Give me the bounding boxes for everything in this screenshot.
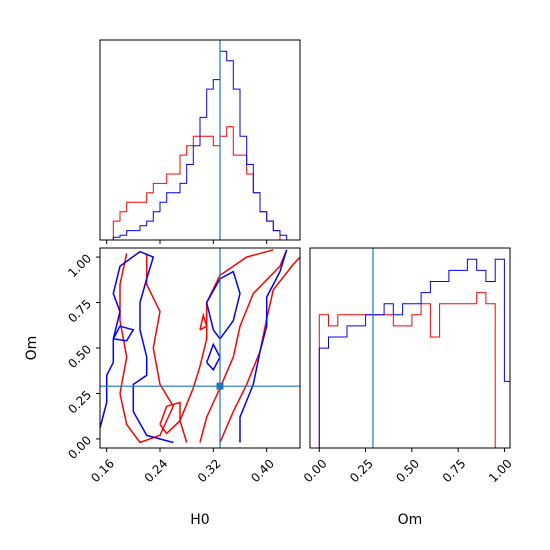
h0-histogram-frame	[99, 39, 301, 241]
om-histogram-panel: 0.00 0.25 0.50 0.75 1.00 Om	[301, 247, 515, 528]
x-tick-label: 0.25	[347, 456, 376, 485]
x-tick-label: 0.50	[393, 456, 422, 485]
contours	[99, 249, 301, 444]
scatter-ticks: 0.16 0.24 0.32 0.40 0.00 0.25 0.50 0.75 1.00	[65, 251, 277, 485]
contour-blue	[99, 250, 174, 444]
h0-x-axis-label: H0	[190, 512, 209, 528]
x-tick-label: 0.16	[88, 456, 117, 485]
y-tick-label: 0.00	[65, 433, 94, 462]
scatter-panel: 0.16 0.24 0.32 0.400.000.250.500.751.00 H0 …	[24, 247, 301, 528]
series-red-hist	[310, 292, 510, 449]
x-tick-label: 0.32	[195, 456, 224, 485]
x-tick-label: 0.00	[301, 456, 330, 485]
contour-blue	[205, 342, 221, 372]
scatter-frame	[99, 247, 301, 449]
y-tick-label: 1.00	[65, 251, 94, 280]
contour-red	[219, 256, 301, 443]
x-tick-label: 0.24	[142, 456, 171, 485]
contour-red	[199, 249, 288, 443]
om-histogram-frame	[309, 247, 511, 449]
series-blue-hist	[310, 258, 511, 449]
truth-marker	[216, 382, 224, 390]
series-blue-hist	[100, 50, 300, 241]
contour-blue	[112, 325, 135, 342]
om-histogram-lines	[310, 258, 511, 449]
contour-red	[179, 249, 274, 443]
contour-red	[159, 401, 181, 435]
contour-red	[119, 253, 175, 444]
y-tick-label: 0.75	[65, 297, 94, 326]
contour-blue	[239, 249, 288, 443]
h0-histogram-ticks	[106, 240, 268, 244]
y-tick-label: 0.50	[65, 342, 94, 371]
om-y-axis-label: Om	[24, 336, 40, 361]
om-histogram-ticks: 0.00 0.25 0.50 0.75 1.00	[301, 448, 515, 485]
x-tick-label: 0.75	[440, 456, 469, 485]
contour-red	[199, 312, 208, 331]
h0-histogram-panel	[99, 39, 301, 244]
x-tick-label: 1.00	[486, 456, 515, 485]
contour-blue	[205, 270, 241, 341]
x-tick-label: 0.40	[248, 456, 277, 485]
y-tick-label: 0.25	[65, 388, 94, 417]
om-x-axis-label: Om	[398, 512, 423, 528]
h0-histogram-lines	[100, 50, 300, 241]
